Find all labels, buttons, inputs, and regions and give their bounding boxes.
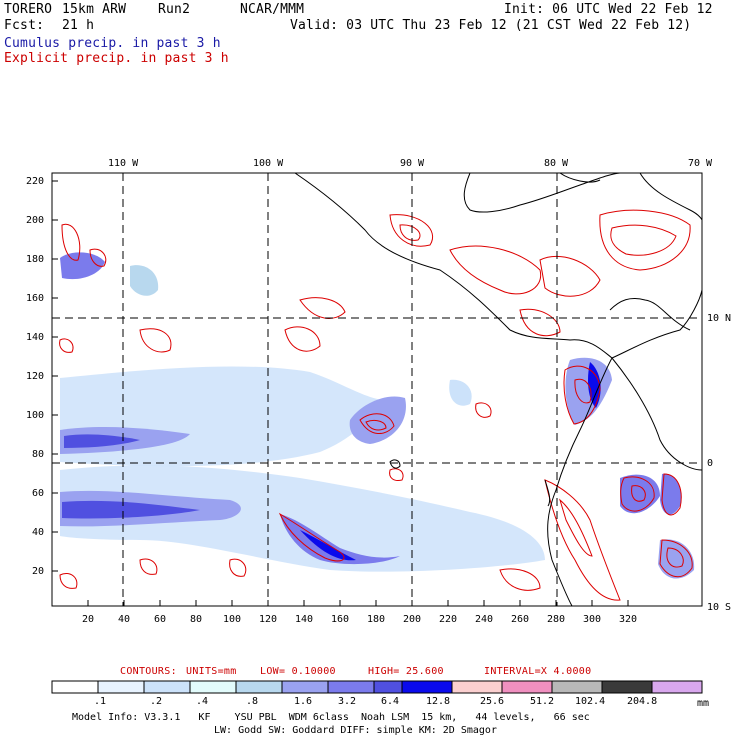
y-tick-label: 60 (32, 488, 45, 499)
y-tick-label: 100 (26, 410, 45, 421)
legend-label: .4 (196, 696, 209, 707)
contour-high: HIGH= 25.600 (368, 666, 444, 677)
x-tick-label: 80 (190, 614, 203, 625)
lon-label-80w: 80 W (544, 158, 569, 169)
x-tick-label: 40 (118, 614, 131, 625)
x-tick-label: 160 (331, 614, 350, 625)
legend-label: 102.4 (575, 696, 606, 707)
legend-label: .2 (150, 696, 163, 707)
x-tick-label: 260 (511, 614, 530, 625)
y-tick-label: 220 (26, 176, 45, 187)
legend-label: 3.2 (338, 696, 357, 707)
model-info-line-1: Model Info: V3.3.1 KF YSU PBL WDM 6class… (72, 712, 590, 723)
org-label: NCAR/MMM (240, 2, 305, 17)
x-tick-label: 200 (403, 614, 422, 625)
y-tick-label: 160 (26, 293, 45, 304)
y-tick-label: 20 (32, 566, 45, 577)
model-resolution: 15km ARW (62, 2, 127, 17)
contour-units: UNITS=mm (186, 666, 237, 677)
lat-label-0: 0 (707, 458, 714, 469)
legend-label: 51.2 (530, 696, 555, 707)
contour-label: CONTOURS: (120, 666, 177, 677)
model-name: TORERO (4, 2, 53, 17)
lon-label-110w: 110 W (108, 158, 139, 169)
legend-label: 6.4 (381, 696, 400, 707)
y-tick-label: 200 (26, 215, 45, 226)
lat-label-10n: 10 N (707, 313, 732, 324)
x-tick-label: 20 (82, 614, 95, 625)
legend-label: 12.8 (426, 696, 451, 707)
lat-label-10s: 10 S (707, 602, 732, 613)
contour-low: LOW= 0.10000 (260, 666, 336, 677)
coastlines (294, 173, 702, 606)
x-tick-label: 60 (154, 614, 167, 625)
x-tick-label: 240 (475, 614, 494, 625)
y-tick-label: 40 (32, 527, 45, 538)
model-info-line-2: LW: Godd SW: Goddard DIFF: simple KM: 2D… (214, 725, 497, 736)
cumulus-legend-label: Cumulus precip. in past 3 h (4, 36, 221, 51)
legend-label: 204.8 (627, 696, 658, 707)
x-axis-ticks (87, 600, 629, 606)
legend-label: .8 (246, 696, 259, 707)
x-tick-label: 300 (583, 614, 602, 625)
forecast-label: Fcst: (4, 18, 45, 33)
legend-unit: mm (697, 698, 710, 709)
run-label: Run2 (158, 2, 191, 17)
lon-label-90w: 90 W (400, 158, 425, 169)
cumulus-precip-field (60, 252, 695, 579)
contour-interval: INTERVAL=X 4.0000 (484, 666, 592, 677)
y-tick-label: 140 (26, 332, 45, 343)
y-tick-label: 80 (32, 449, 45, 460)
lon-label-70w: 70 W (688, 158, 713, 169)
valid-time: Valid: 03 UTC Thu 23 Feb 12 (21 CST Wed … (290, 18, 692, 33)
x-tick-label: 100 (223, 614, 242, 625)
init-time: Init: 06 UTC Wed 22 Feb 12 (504, 2, 713, 17)
x-tick-label: 120 (259, 614, 278, 625)
x-tick-label: 320 (619, 614, 638, 625)
y-tick-label: 180 (26, 254, 45, 265)
legend-label: 25.6 (480, 696, 505, 707)
x-tick-label: 280 (547, 614, 566, 625)
lat-lon-grid (52, 173, 702, 606)
legend-label: .1 (94, 696, 107, 707)
x-tick-label: 220 (439, 614, 458, 625)
precip-color-bar (51, 680, 703, 694)
y-tick-label: 120 (26, 371, 45, 382)
x-tick-label: 180 (367, 614, 386, 625)
lon-label-100w: 100 W (253, 158, 284, 169)
legend-label: 1.6 (294, 696, 313, 707)
x-tick-label: 140 (295, 614, 314, 625)
forecast-hour: 21 h (62, 18, 95, 33)
map-frame (51, 172, 703, 607)
explicit-precip-contours (59, 209, 693, 601)
explicit-legend-label: Explicit precip. in past 3 h (4, 51, 229, 66)
y-axis-ticks (52, 180, 58, 572)
